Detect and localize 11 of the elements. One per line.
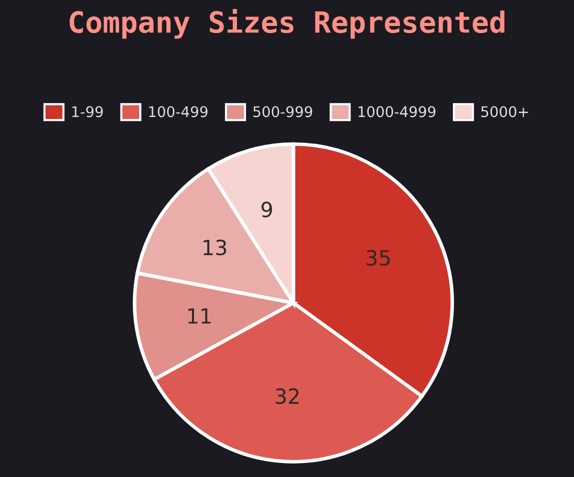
legend-label: 5000+	[481, 106, 528, 118]
data-label: 11	[188, 308, 211, 324]
data-label: 13	[204, 240, 226, 256]
legend-label: 1-99	[72, 106, 103, 118]
legend-label: 100-499	[149, 106, 208, 118]
data-label: 32	[276, 388, 299, 404]
chart-title: Company Sizes Represented	[70, 8, 504, 39]
data-label: 9	[261, 202, 272, 218]
data-label: 35	[366, 250, 390, 266]
legend-label: 500-999	[253, 106, 312, 118]
legend-label: 1000-4999	[358, 106, 436, 118]
